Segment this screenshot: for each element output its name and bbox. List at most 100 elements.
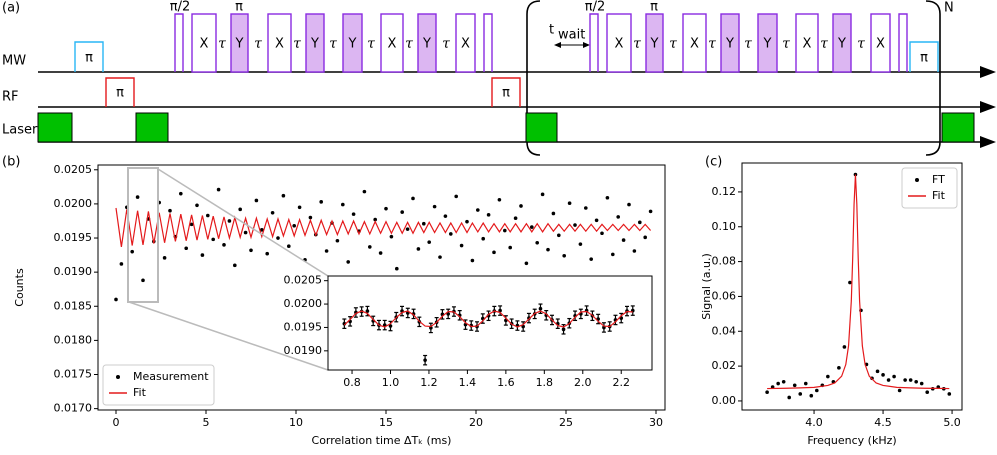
pulse-block xyxy=(757,13,778,73)
data-point xyxy=(222,243,226,247)
x-tick-label: 15 xyxy=(379,416,393,429)
legend-label: Fit xyxy=(133,386,147,399)
pulse-angle: π xyxy=(235,0,243,15)
legend-marker xyxy=(915,178,919,182)
data-point xyxy=(611,252,615,257)
data-point xyxy=(875,369,880,374)
data-point xyxy=(908,378,913,382)
data-point xyxy=(919,381,924,386)
legend-label: FT xyxy=(932,173,945,186)
x-tick-label: 5.0 xyxy=(943,416,961,429)
plot xyxy=(765,172,952,400)
data-point xyxy=(519,204,523,208)
pulse-block xyxy=(720,13,740,73)
x-tick-label: 4.0 xyxy=(805,416,823,429)
pulse-block xyxy=(342,13,363,73)
pulse-block xyxy=(305,13,325,73)
data-point xyxy=(584,206,588,210)
data-point xyxy=(346,260,351,264)
row-label: MW xyxy=(2,54,26,69)
x-tick-label: 1.8 xyxy=(536,376,554,389)
data-point xyxy=(578,242,583,246)
data-point xyxy=(497,198,502,202)
pulse-label: Y xyxy=(725,37,734,52)
data-point xyxy=(616,215,620,219)
x-axis-label: Correlation time ΔTₖ (ms) xyxy=(312,434,452,447)
fit-line xyxy=(115,207,652,247)
data-point xyxy=(432,204,437,209)
x-tick-label: 5 xyxy=(203,416,210,429)
x-tick-label: 25 xyxy=(559,416,573,429)
data-point xyxy=(621,238,626,242)
pulse-label: Y xyxy=(422,37,431,52)
arrow-head xyxy=(583,42,590,48)
x-tick-label: 1.0 xyxy=(382,376,400,389)
pulse-block xyxy=(191,13,217,73)
pulse-label: X xyxy=(200,37,209,52)
data-point xyxy=(798,392,803,396)
data-point xyxy=(373,217,378,222)
data-point xyxy=(130,249,134,254)
panel-label: (a) xyxy=(2,1,20,16)
data-point xyxy=(842,345,847,349)
data-point xyxy=(557,233,561,238)
data-point xyxy=(395,266,399,271)
y-tick-label: 0.0190 xyxy=(284,344,323,357)
data-point xyxy=(892,374,896,379)
data-point xyxy=(384,206,388,211)
data-point xyxy=(292,223,297,228)
data-point xyxy=(787,395,792,400)
data-point xyxy=(492,250,496,255)
narrow-pulse xyxy=(589,13,599,72)
tau-label: τ xyxy=(405,36,413,52)
data-point xyxy=(925,390,930,395)
x-tick-label: 2.0 xyxy=(574,376,592,389)
pulse-block xyxy=(682,13,707,73)
fit-line xyxy=(767,174,950,390)
y-tick-label: 0.08 xyxy=(712,255,737,268)
data-point xyxy=(454,194,459,199)
fit-line xyxy=(343,310,633,328)
data-point xyxy=(422,221,426,226)
data-point xyxy=(903,378,907,382)
tau-label: τ xyxy=(633,36,641,52)
tau-label: τ xyxy=(329,36,337,52)
tau-label: τ xyxy=(708,36,716,52)
bracket xyxy=(526,0,541,156)
tau-label: τ xyxy=(218,36,226,52)
x-tick-label: 10 xyxy=(289,416,303,429)
arrow-head xyxy=(980,136,996,148)
y-tick-label: 0.02 xyxy=(712,359,737,372)
data-point xyxy=(362,189,367,194)
data-point xyxy=(195,203,199,208)
tau-label: τ xyxy=(442,36,450,52)
data-point xyxy=(308,215,313,220)
pulse-label: Y xyxy=(763,37,772,52)
pulse-block xyxy=(417,13,437,73)
pulse-label: X xyxy=(388,37,397,52)
tau-label: τ xyxy=(254,36,262,52)
y-tick-label: 0.12 xyxy=(712,185,737,198)
data-point xyxy=(465,219,469,224)
pulse-block xyxy=(645,13,664,73)
x-tick-label: 2.2 xyxy=(612,376,630,389)
data-point xyxy=(527,316,531,320)
data-point xyxy=(438,255,442,259)
tau-label: τ xyxy=(782,36,790,52)
data-point xyxy=(848,280,852,285)
data-point xyxy=(254,198,259,203)
data-point xyxy=(524,261,529,266)
pulse-block xyxy=(455,13,476,73)
data-point xyxy=(470,258,475,263)
data-point xyxy=(189,222,194,227)
chart: 0.8 1.0 1.2 1.4 1.6 1.8 2.0 2.2 0.0190 0.0195 0.02… xyxy=(284,274,653,389)
data-point xyxy=(281,193,286,198)
laser-pulse xyxy=(37,112,73,143)
tau-label: τ xyxy=(820,36,828,52)
mw-pi-pulse xyxy=(74,41,104,72)
data-point xyxy=(365,309,370,313)
data-point xyxy=(605,195,610,200)
data-point xyxy=(594,218,599,223)
data-point xyxy=(535,240,539,245)
